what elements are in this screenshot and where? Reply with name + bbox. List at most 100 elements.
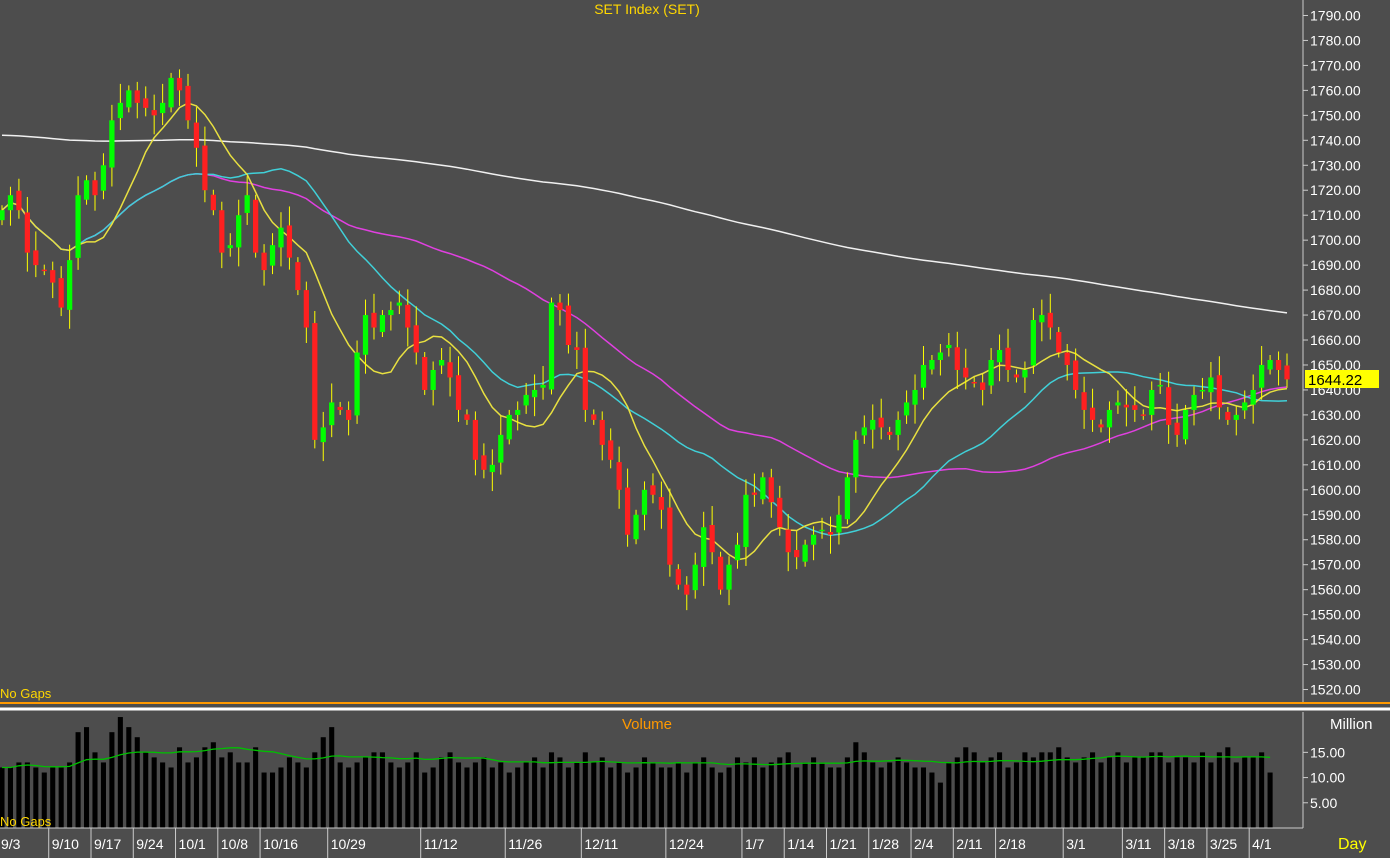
volume-bar [920, 767, 927, 828]
x-tick-label: 9/24 [136, 836, 163, 852]
price-tick-label: 1590.00 [1310, 507, 1361, 523]
price-tick-label: 1530.00 [1310, 657, 1361, 673]
candle-body [202, 145, 208, 191]
volume-bar [1183, 757, 1189, 828]
volume-panel [0, 717, 1273, 828]
candle [701, 511, 707, 586]
price-tick-label: 1710.00 [1310, 207, 1361, 223]
volume-bar [303, 767, 309, 828]
candle [16, 178, 22, 219]
candle [396, 290, 402, 315]
volume-bar [100, 762, 106, 828]
candle [320, 411, 326, 462]
volume-bar [455, 762, 462, 828]
candle-body [498, 434, 504, 463]
volume-bar [1149, 752, 1155, 828]
volume-bar [887, 762, 893, 828]
volume-bar [718, 772, 724, 828]
volume-bar [464, 767, 470, 828]
volume-bar [599, 757, 605, 828]
candle [608, 428, 614, 469]
x-axis-unit-label: Day [1338, 836, 1366, 853]
candle [1064, 344, 1070, 381]
candle [1140, 409, 1146, 420]
volume-bar [58, 767, 64, 828]
candle [109, 104, 115, 187]
candle-body [481, 455, 487, 470]
volume-bar [1191, 762, 1197, 828]
volume-bar [219, 757, 225, 828]
x-tick-label: 10/1 [179, 836, 206, 852]
candle-body [853, 439, 859, 478]
candle-body [717, 556, 724, 590]
candle-body [963, 367, 969, 378]
x-tick-label: 3/25 [1210, 836, 1237, 852]
volume-bar [802, 762, 808, 828]
candle-body [1182, 409, 1189, 440]
candle [100, 153, 107, 200]
candle [278, 212, 284, 267]
volume-bar [777, 757, 783, 828]
candle [1242, 390, 1248, 419]
candle-body [236, 215, 242, 248]
candle-body [1106, 409, 1113, 428]
candle [193, 107, 200, 167]
candlesticks [0, 69, 1290, 611]
candle-body [295, 262, 301, 291]
candle-body [870, 419, 876, 430]
volume-bar [151, 757, 157, 828]
candle-body [1115, 402, 1121, 406]
volume-bar [1106, 757, 1113, 828]
last-price-box [1305, 370, 1379, 388]
candle [1013, 369, 1020, 383]
volume-bar [193, 757, 199, 828]
candle-body [33, 250, 39, 266]
candle-body [261, 252, 267, 271]
candle-body [1208, 377, 1214, 393]
volume-bar [557, 757, 563, 828]
candle-body [582, 347, 588, 410]
volume-bar [447, 752, 453, 828]
price-tick-label: 1580.00 [1310, 532, 1361, 548]
volume-bar [227, 752, 233, 828]
candle-body [1166, 387, 1172, 425]
candle [41, 264, 47, 276]
candle [202, 126, 208, 203]
volume-bar [760, 767, 766, 828]
candle [1199, 377, 1206, 399]
volume-bar [312, 752, 318, 828]
candle [269, 233, 276, 275]
candle-body [1030, 320, 1037, 366]
candle [1275, 351, 1282, 386]
volume-bar [811, 757, 817, 828]
volume-bar [1073, 762, 1079, 828]
candle [963, 348, 969, 390]
candle-body [286, 225, 293, 258]
volume-bar [844, 757, 850, 828]
candle [836, 495, 842, 545]
candle-body [396, 302, 402, 306]
candle-body [1149, 389, 1155, 415]
volume-bar [75, 732, 81, 828]
candle-body [785, 529, 791, 553]
candle-body [438, 359, 445, 366]
volume-bar [41, 772, 47, 828]
candle-body [591, 414, 597, 420]
volume-bar [422, 772, 428, 828]
candle-body [413, 325, 419, 353]
candle-body [278, 227, 284, 248]
volume-bar [743, 762, 749, 828]
candle-body [143, 98, 149, 108]
x-tick-label: 3/18 [1168, 836, 1195, 852]
volume-bar [396, 767, 402, 828]
candle-body [980, 382, 986, 390]
volume-bar [1140, 757, 1146, 828]
candle [151, 94, 157, 135]
candle-body [362, 315, 369, 355]
volume-moving-average [2, 747, 1271, 769]
x-tick-label: 3/11 [1125, 836, 1151, 852]
candle [658, 481, 665, 529]
candle-body [1022, 369, 1028, 378]
candle [1115, 390, 1121, 414]
volume-title: Volume [622, 716, 672, 733]
